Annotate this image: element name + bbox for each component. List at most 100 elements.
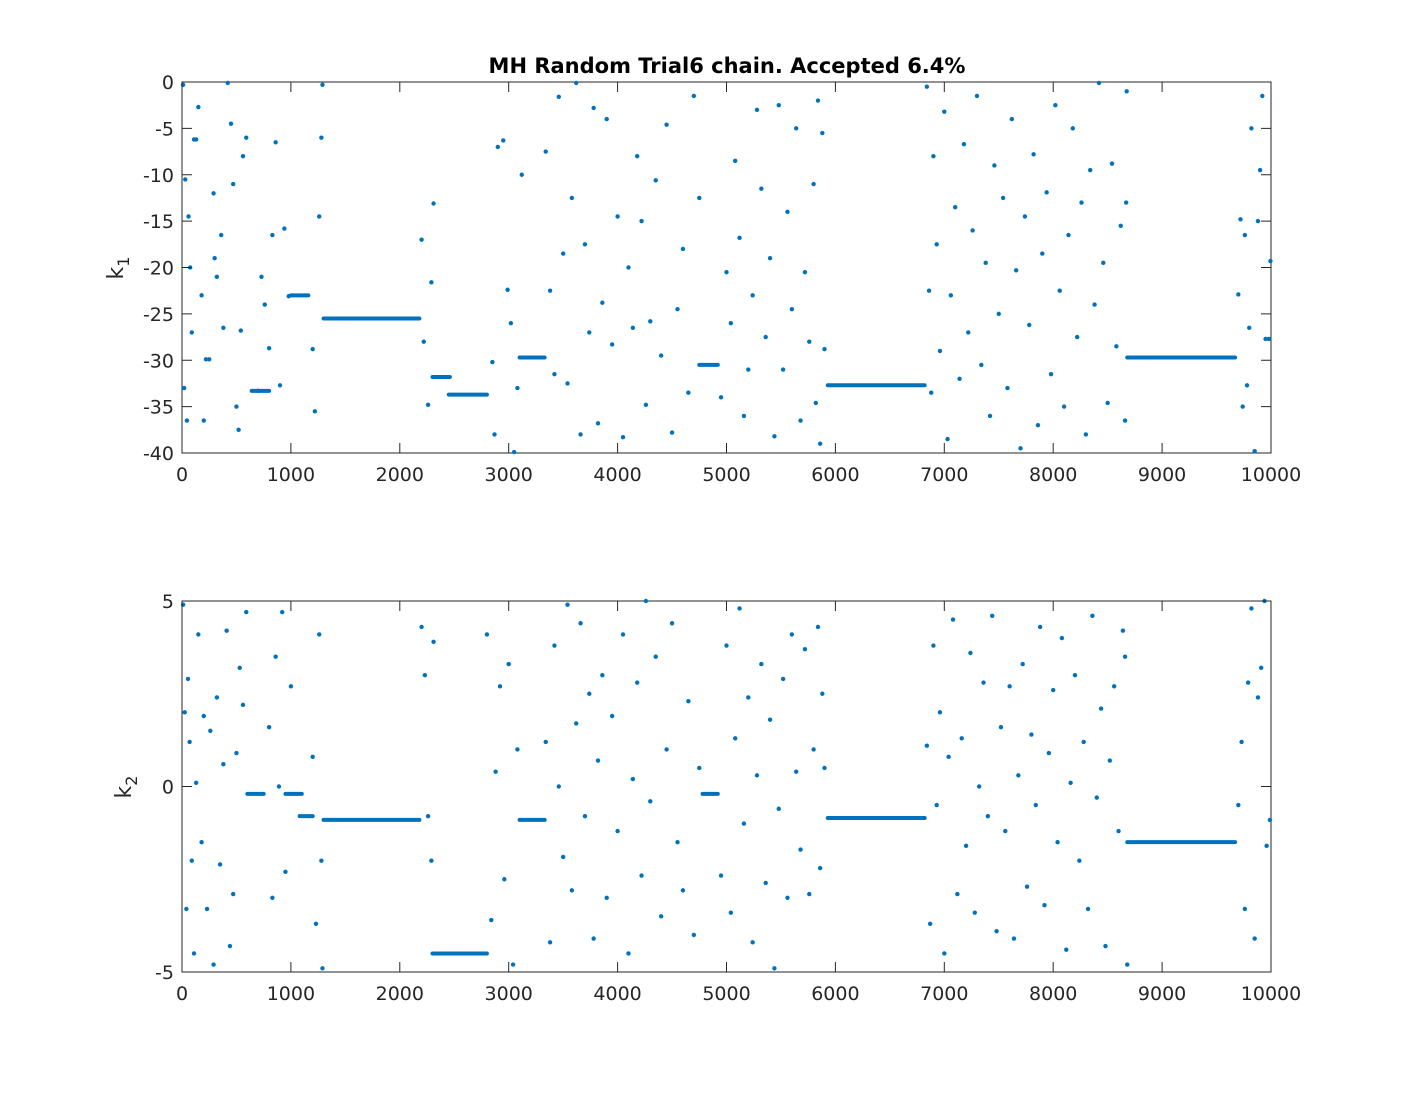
k1-sample-point (987, 413, 993, 419)
k1-sample-point (604, 116, 609, 122)
k1-sample-point (547, 288, 553, 293)
k1-sample-point (181, 385, 187, 391)
k1-sample-point (1266, 336, 1272, 342)
k1-sample-point (508, 320, 514, 326)
k1-sample-point (1118, 223, 1123, 228)
k1-sample-point (207, 357, 212, 362)
k2-sample-point (686, 698, 691, 704)
k1-sample-point (1057, 288, 1062, 293)
k1-sample-point (1070, 126, 1076, 131)
k1-y-axis-label-main: k (104, 266, 129, 279)
k1-plot-area (181, 81, 1272, 454)
k2-sample-point (425, 813, 431, 819)
k1-x-tick-label: 4000 (593, 464, 641, 486)
k2-sample-point (976, 784, 982, 789)
k2-x-tick-label: 4000 (593, 983, 641, 1005)
k2-sample-point (431, 639, 436, 645)
k1-sample-point (225, 80, 230, 86)
k2-sample-point (924, 743, 930, 748)
k2-sample-point (664, 747, 669, 752)
k2-sample-point (1003, 828, 1008, 834)
k2-sample-point (283, 869, 288, 875)
k1-sample-point (1061, 404, 1067, 409)
k2-y-axis-label: k2 (112, 776, 141, 799)
k2-sample-point (484, 632, 490, 637)
k1-sample-point (320, 82, 325, 87)
k1-sample-point (236, 427, 241, 433)
k1-y-tick-label: -35 (143, 397, 174, 419)
k1-sample-point (556, 94, 561, 100)
k1-sample-point (1092, 302, 1097, 307)
k1-sample-point (1123, 200, 1129, 205)
k2-sample-point (489, 917, 494, 923)
k1-y-tick-label: -20 (143, 258, 174, 280)
k2-sample-point (802, 647, 808, 652)
k2-sample-point (750, 940, 755, 945)
k2-sample-point (1029, 732, 1034, 737)
k2-sample-point (543, 739, 548, 745)
k1-sample-point (1252, 448, 1257, 454)
k2-sample-point (182, 710, 187, 715)
k1-sample-point (1236, 292, 1241, 297)
k1-sample-point (763, 334, 768, 340)
k1-sample-point (924, 84, 930, 89)
k1-sample-point (718, 395, 724, 400)
k1-x-tick-label: 0 (176, 464, 188, 486)
k2-sample-point (968, 650, 973, 656)
k2-x-tick-label: 0 (176, 983, 188, 1005)
k1-sample-point (277, 383, 283, 388)
k1-sample-point (772, 434, 777, 439)
k1-sample-point (979, 362, 984, 368)
k1-sample-point (543, 149, 548, 154)
k2-y-tick-label: 0 (162, 777, 174, 799)
k1-sample-point (992, 163, 997, 168)
k1-sample-point (974, 93, 980, 99)
k2-sample-point (317, 632, 322, 637)
k1-sample-point (1022, 214, 1028, 219)
k2-sample-point (931, 643, 936, 648)
k1-sample-point (966, 330, 971, 335)
k1-x-tick-label: 7000 (920, 464, 968, 486)
k1-x-tick-label: 10000 (1241, 464, 1301, 486)
k1-sample-point (270, 232, 275, 238)
k1-sample-point (560, 251, 566, 256)
k2-sample-point (724, 643, 729, 648)
k1-sample-point (582, 242, 588, 247)
k2-y-tick-label: -5 (155, 962, 174, 984)
k1-sample-point (501, 138, 506, 143)
k2-sample-point (595, 758, 601, 763)
k1-sample-point (569, 195, 575, 201)
k1-sample-markers (180, 80, 1273, 455)
k2-x-axis-ticks: 0 1000 2000 3000 4000 5000 6000 7000 8000 9000 100… (176, 601, 1301, 1005)
k1-x-tick-label: 3000 (485, 464, 533, 486)
k1-sample-point (193, 137, 199, 142)
k2-sample-point (552, 643, 557, 648)
k1-sample-point (1244, 383, 1250, 388)
k1-sample-point (273, 140, 278, 145)
k1-sample-point (746, 367, 751, 372)
k2-plot-area (181, 600, 1272, 973)
k2-sample-point (1098, 706, 1104, 711)
k1-sample-point (691, 93, 697, 99)
k2-sample-point (669, 621, 675, 626)
k2-sample-point (604, 895, 609, 900)
k2-sample-point (1064, 947, 1069, 952)
k1-sample-point (658, 353, 664, 358)
k1-sample-point (1035, 422, 1041, 428)
k2-sample-point (547, 940, 553, 945)
k2-sample-point (815, 624, 821, 630)
k1-sample-point (256, 388, 261, 394)
k1-sample-point (615, 214, 620, 219)
k1-sample-point (1247, 325, 1252, 330)
k2-sample-point (1242, 906, 1248, 912)
k1-sample-point (937, 348, 943, 354)
k2-sample-point (626, 951, 631, 956)
k2-sample-point (1239, 739, 1244, 745)
k1-sample-point (419, 237, 424, 242)
k2-sample-point (950, 617, 956, 622)
k2-x-tick-label: 10000 (1241, 983, 1301, 1005)
k1-sample-point (201, 418, 206, 423)
k1-sample-point (184, 418, 190, 423)
k2-sample-point (998, 724, 1004, 730)
k1-sample-point (680, 246, 686, 252)
